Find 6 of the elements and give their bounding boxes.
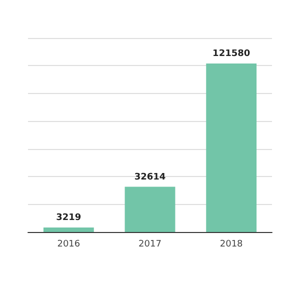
data-label: 121580 bbox=[212, 49, 250, 60]
data-label: 32614 bbox=[134, 172, 166, 182]
x-tick-label: 2017 bbox=[138, 240, 162, 250]
x-tick-label: 2016 bbox=[57, 240, 80, 250]
x-tick-label: 2018 bbox=[220, 240, 244, 250]
data-label: 3219 bbox=[56, 213, 82, 224]
